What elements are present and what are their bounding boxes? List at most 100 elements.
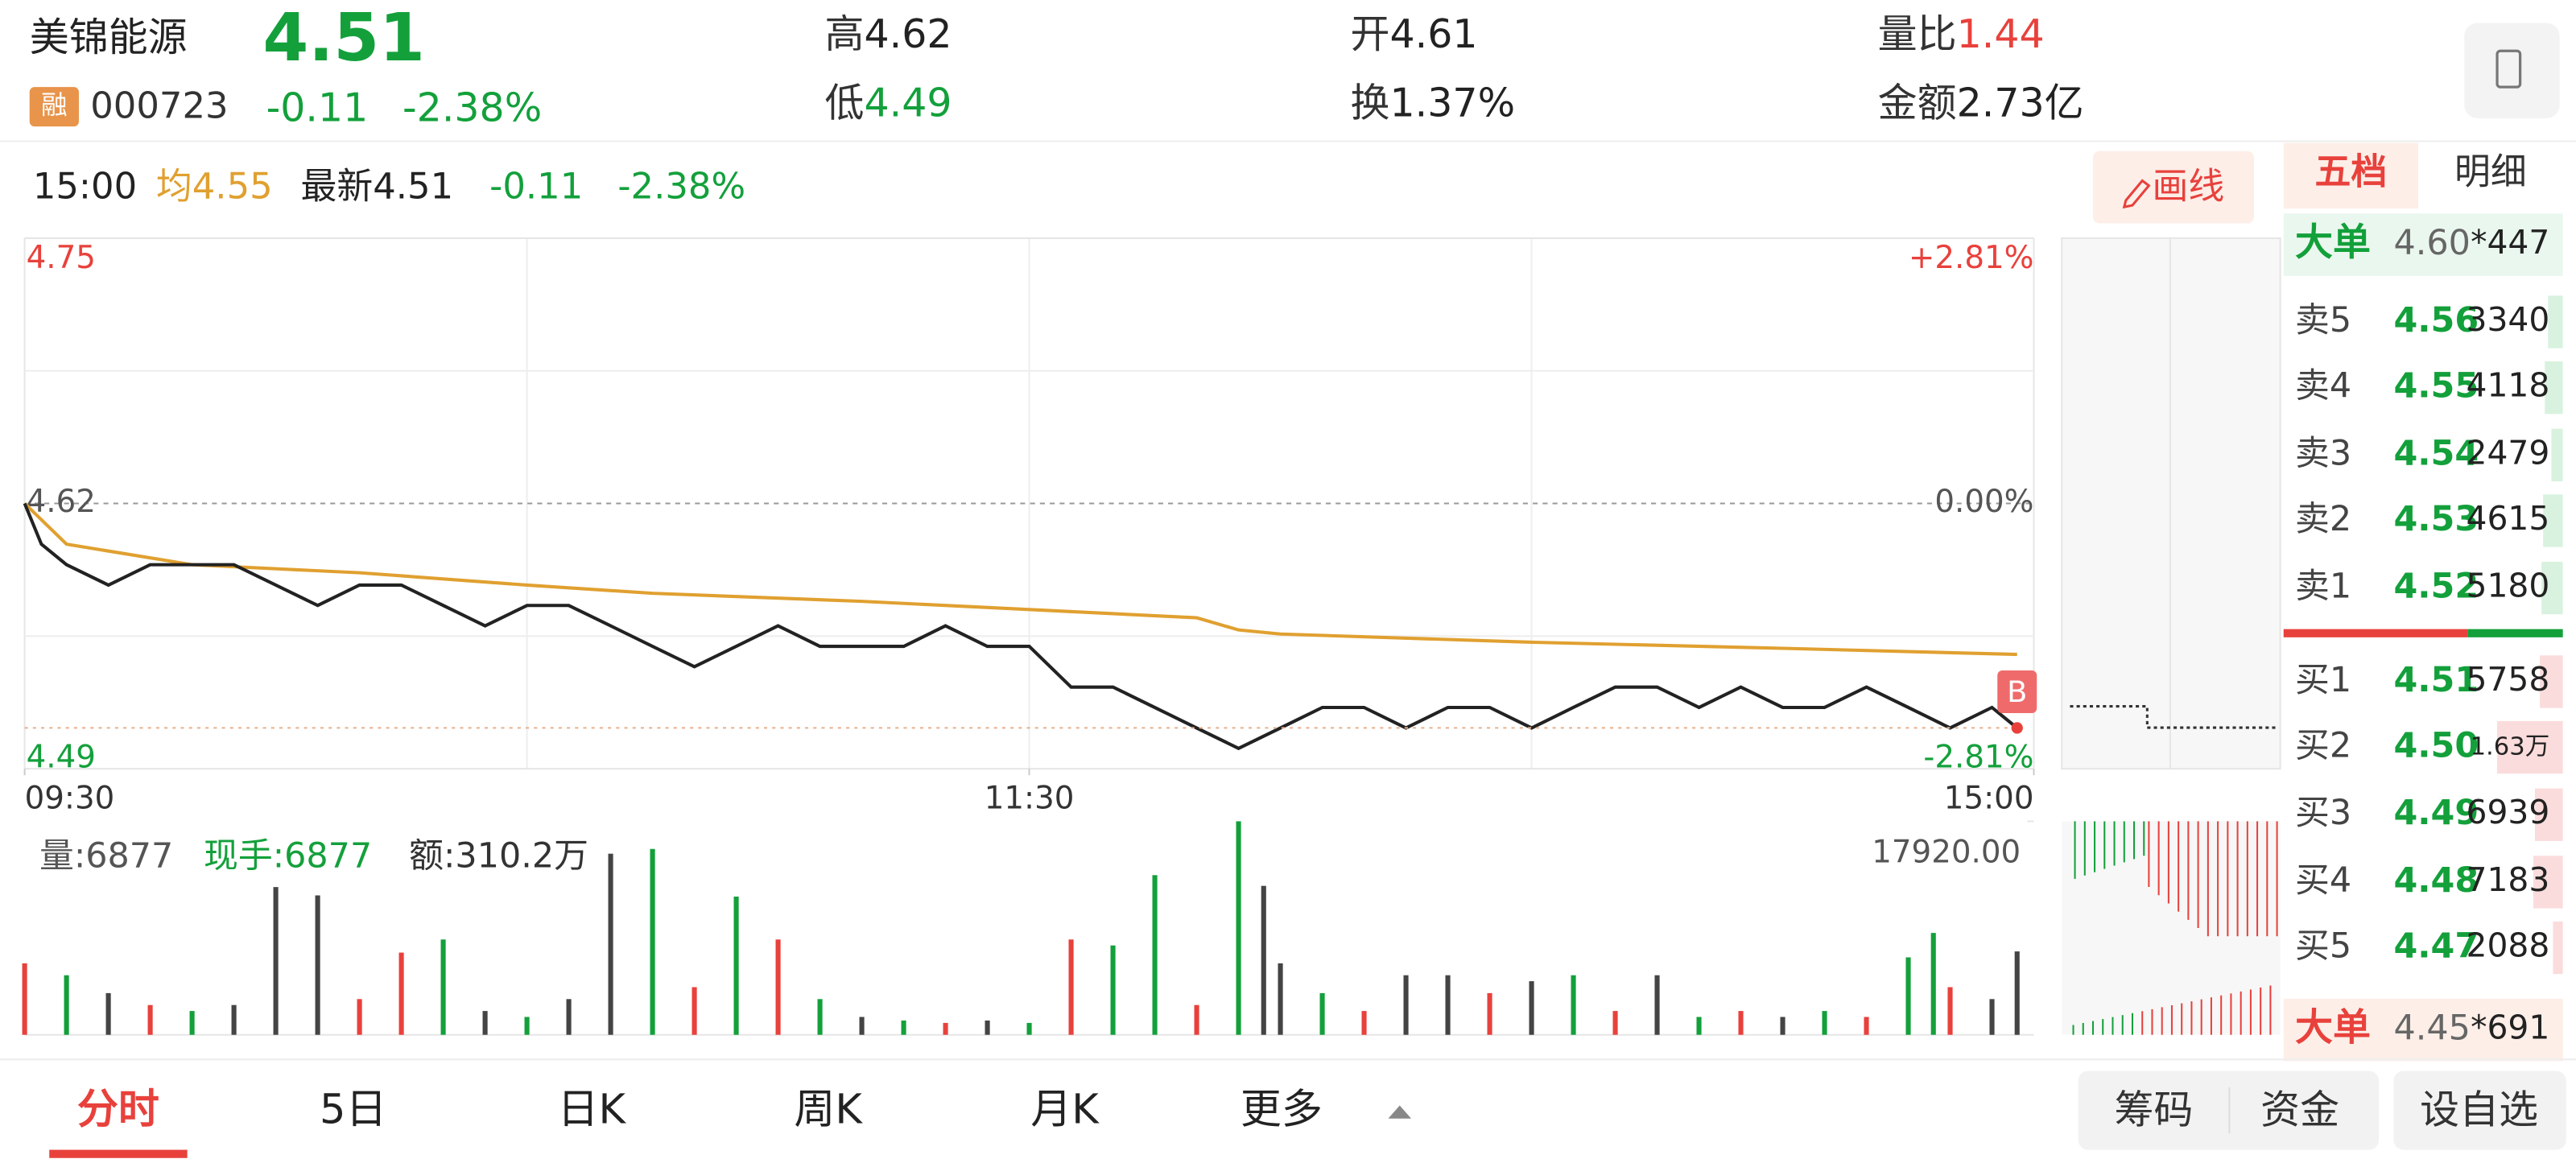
volume-label: 量:6877	[39, 835, 173, 876]
bottom-button[interactable]: 资金	[2260, 1087, 2339, 1132]
volume-bar	[189, 1011, 195, 1035]
volume-bar	[524, 1017, 530, 1035]
bottom-tab-part[interactable]: 5日	[320, 1087, 386, 1134]
volume-bar	[1026, 1022, 1032, 1035]
volume-bar	[440, 939, 446, 1035]
mini-panel	[2061, 237, 2281, 770]
bottom-button-part[interactable]: 资金	[2260, 1087, 2339, 1132]
draw-button-label[interactable]: 画线	[2152, 165, 2224, 208]
stat-part: 1.44	[1957, 10, 2045, 56]
book-tab-part[interactable]: 明细	[2454, 150, 2527, 192]
volume-bar	[1905, 957, 1911, 1035]
stat-part: 开	[1351, 10, 1390, 56]
depth-bg	[2543, 494, 2563, 547]
amount-label-part: 额:310.2万	[409, 835, 588, 876]
bottom-tab-part[interactable]: 周K	[794, 1087, 863, 1134]
change: -0.11	[266, 85, 369, 130]
depth-bg	[2540, 655, 2563, 708]
book-label-part: 卖1	[2295, 566, 2351, 606]
x-tick-label: 15:00	[1944, 780, 2034, 816]
book-volume: 5758	[2467, 660, 2550, 699]
volume-bar	[1068, 939, 1074, 1035]
price-line	[23, 502, 2019, 751]
book-tab[interactable]: 五档	[2315, 150, 2388, 192]
book-volume-part: 4615	[2467, 499, 2550, 538]
volume-bar	[1236, 821, 1241, 1035]
volume-bar	[1654, 975, 1660, 1035]
amount-label: 额:310.2万	[409, 835, 588, 876]
bottom-tab[interactable]: 更多	[1241, 1087, 1323, 1134]
stat-part: 换	[1351, 80, 1390, 126]
y2-tick-label: -2.81%	[1923, 739, 2033, 775]
bottom-tab[interactable]: 日K	[557, 1087, 626, 1134]
bottom-tab[interactable]: 月K	[1030, 1087, 1100, 1134]
marker-label: B	[2007, 674, 2027, 709]
stock-name: 美锦能源	[30, 14, 188, 60]
info-avg: 均4.55	[156, 165, 273, 208]
book-label: 卖5	[2295, 300, 2351, 340]
depth-bg	[2548, 295, 2563, 349]
book-label-part: 卖2	[2295, 498, 2351, 538]
volume-bar	[859, 1017, 865, 1035]
book-tab-part[interactable]: 五档	[2315, 150, 2388, 192]
book-volume-part: 4118	[2467, 366, 2550, 405]
book-label: 买2	[2295, 725, 2351, 765]
depth-bg	[2533, 856, 2563, 909]
bottom-tab-part[interactable]: 分时	[77, 1087, 159, 1134]
active-tab-underline	[49, 1149, 188, 1158]
volume-bar	[943, 1022, 948, 1035]
info-avg-part: 均	[156, 165, 192, 208]
info-latest: 最新4.51	[300, 165, 453, 208]
device-button[interactable]	[2464, 23, 2560, 118]
draw-button-label-part[interactable]: 画线	[2152, 165, 2224, 208]
current-label: 现手:6877	[204, 835, 372, 876]
volume-bar	[566, 999, 572, 1035]
book-volume-part: *691	[2471, 1008, 2549, 1047]
volume-bar	[1612, 1011, 1618, 1035]
bottom-button[interactable]: 筹码	[2115, 1087, 2194, 1132]
depth-bg	[2541, 561, 2563, 615]
book-volume-part: 2088	[2467, 926, 2550, 965]
book-label-part: 大单	[2295, 221, 2371, 265]
bottom-tab[interactable]: 分时	[77, 1087, 159, 1134]
volume-bar	[1738, 1011, 1744, 1035]
bottom-tab-part[interactable]: 月K	[1030, 1087, 1100, 1134]
volume-bar	[1194, 1004, 1199, 1035]
bottom-tab[interactable]: 5日	[320, 1087, 386, 1134]
bottom-button-part[interactable]: 筹码	[2115, 1087, 2194, 1132]
badge-part: 融	[41, 90, 68, 121]
stat-part: 4.49	[864, 80, 952, 126]
bottom-button-part[interactable]: 设自选	[2420, 1087, 2538, 1132]
volume-bar	[1780, 1017, 1785, 1035]
big-sell-bg	[2283, 213, 2563, 276]
bottom-button[interactable]: 设自选	[2420, 1087, 2538, 1132]
book-label: 卖2	[2295, 498, 2351, 538]
book-price: 4.52	[2393, 566, 2479, 606]
volume-bar	[398, 952, 404, 1035]
y-tick-label: 17920.00	[1872, 835, 2021, 871]
info-change-pct: -2.38%	[617, 165, 745, 208]
y-tick-label: 4.62	[27, 484, 96, 520]
volume-bar	[1319, 992, 1325, 1035]
book-price-part: 4.48	[2393, 860, 2479, 900]
volume-bar	[1696, 1017, 1702, 1035]
info-latest-part: 4.51	[373, 165, 453, 208]
book-tab[interactable]: 明细	[2454, 150, 2527, 192]
bottom-tab-part[interactable]: 更多	[1241, 1087, 1323, 1134]
book-label: 大单	[2295, 221, 2371, 265]
book-volume-part: 1.63万	[2471, 732, 2550, 761]
bottom-tab-part[interactable]: 日K	[557, 1087, 626, 1134]
volume-bar	[64, 975, 69, 1035]
stock-code-part: 000723	[90, 85, 228, 127]
stat: 金额2.73亿	[1878, 80, 2084, 126]
volume-bar	[315, 895, 320, 1035]
book-price: 4.54	[2393, 433, 2479, 473]
volume-bar	[1278, 963, 1283, 1035]
book-price-part: 4.60	[2393, 223, 2470, 263]
stat-part: 2.73亿	[1957, 80, 2084, 126]
volume-bar	[1403, 975, 1409, 1035]
book-price: 4.47	[2393, 926, 2479, 966]
bottom-tab[interactable]: 周K	[794, 1087, 863, 1134]
volume-bar	[1930, 933, 1936, 1035]
